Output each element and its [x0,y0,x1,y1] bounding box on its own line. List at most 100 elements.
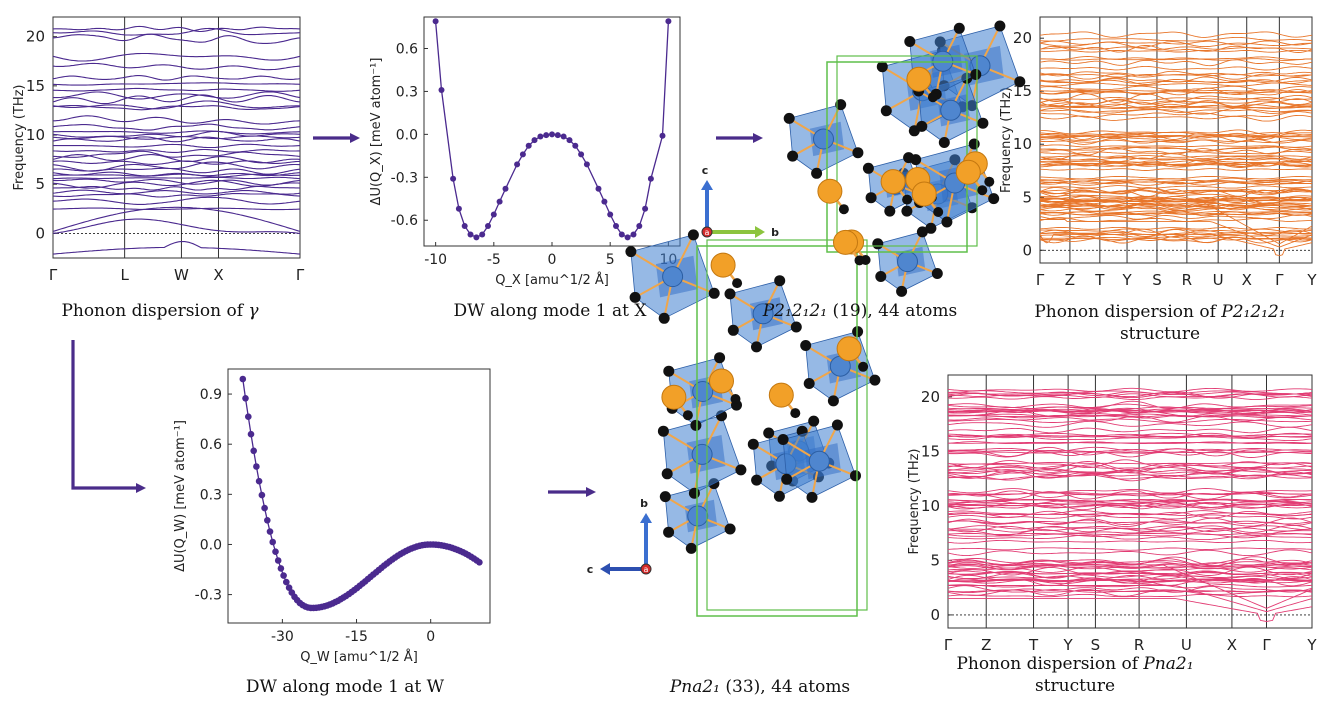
structure-pna21-anion-atom [747,438,759,450]
lattice-axes-1-a-label: a [705,228,710,237]
phonon_pna21-band [948,539,1312,544]
phonon_gamma-ylabel: Frequency (THz) [12,85,27,191]
phonon_p212121-band [1040,204,1312,212]
dw_x-point [450,175,457,182]
phonon_pna21-band [948,418,1312,424]
dw_w-point [264,517,271,524]
phonon_p212121-band [1040,179,1312,185]
phonon_pna21-band [948,588,1312,597]
phonon_pna21-band [948,408,1312,414]
phonon_pna21-band [948,451,1312,458]
structure-p212121-anion-atom [925,222,937,234]
phonon_pna21-band [948,420,1312,428]
dw_w-curve [242,378,480,609]
structure-pna21-anion-atom [724,523,736,535]
phonon_pna21-band [948,574,1312,584]
phonon_gamma-band [53,173,300,178]
phonon_p212121-band [1040,159,1312,167]
phonon_gamma-bands [53,25,300,255]
phonon_pna21-path-label: Y [1306,636,1317,654]
dw_w-chart: -30 -15 0 -0.3 0.0 0.3 0.6 0.9 Q_W [amu^1/2 Å] ΔU… [173,368,491,665]
phonon_pna21-path-label: Z [981,636,991,654]
phonon_pna21-band [948,473,1312,482]
dw_x-xlabel: Q_X [amu^1/2 Å] [495,272,609,288]
dw_w-point [266,528,274,535]
caption-phonon-pna21: Phonon dispersion of Pna2₁ structure [956,654,1194,696]
structure-p212121-anion-atom [811,167,823,179]
phonon_pna21-band [948,448,1312,453]
phonon_gamma-band [53,160,300,165]
phonon_p212121-ytick-label: 10 [1013,135,1032,153]
phonon_p212121-band [1040,58,1312,61]
phonon_p212121-band [1040,31,1312,38]
phonon_gamma-band [53,75,300,81]
structure-pna21-anion-atom [663,365,675,377]
phonon_pna21-band [948,459,1312,469]
phonon_pna21-band [948,585,1312,613]
dw_x-point [554,132,561,139]
phonon_pna21-band [948,406,1312,411]
phonon_p212121-band [1040,201,1312,208]
structure-p212121-anion-atom [903,152,915,164]
dw_x-point [438,87,445,93]
phonon_pna21-band [948,471,1312,478]
structure-p212121-cation-atom [940,99,962,121]
phonon_pna21-band [948,498,1312,502]
phonon_pna21-band [948,488,1312,494]
phonon_p212121-band [1040,214,1312,220]
phonon_pna21-band [948,461,1312,470]
structure-pna21-anion-atom [790,321,802,333]
dw_w-xtick-label: 0 [426,629,435,645]
dw_w-point [476,559,483,566]
structure-pna21-anion-atom [790,408,801,419]
dw_w-point [255,477,263,485]
phonon_pna21-band [948,525,1312,530]
dw_w-xtick-label: -15 [345,629,368,645]
phonon_p212121-bands [1040,31,1312,256]
structure-pna21-anion-atom [659,491,671,503]
phonon_p212121-band [1040,159,1312,164]
phonon_p212121-band [1040,49,1312,53]
phonon_pna21-band [948,549,1312,557]
dw_x-point [461,223,468,229]
dw_w-point [250,447,257,455]
phonon_gamma-path-label: Γ [296,266,305,284]
phonon_p212121-band [1040,185,1312,189]
structure-pna21-cation-atom [691,443,713,465]
phonon_pna21-band [948,446,1312,453]
phonon_pna21-band [948,391,1312,398]
dw_x-point [543,132,550,139]
dw_w-point [280,572,287,579]
structure-p212121-metal-atom [911,181,937,207]
phonon_gamma-band [53,91,300,100]
caption-phonon-p212121: Phonon dispersion of P2₁2₁2₁ structure [1034,302,1286,344]
lattice-axes-2: a b c [587,497,652,576]
phonon_p212121-band [1040,193,1312,200]
dw_x-point [496,198,503,205]
phonon_p212121-band [1040,103,1312,109]
dw_x-point [607,211,614,218]
dw_w-ytick-label: 0.9 [200,387,222,403]
dw_w-frame [227,368,491,624]
structure-pna21-anion-atom [773,490,785,502]
phonon_p212121-band [1040,236,1312,240]
structure-pna21-anion-atom [850,470,861,482]
dw_x-point [479,231,486,238]
dw_x-point [502,185,509,192]
arrows-layer [71,133,763,497]
phonon_gamma-ytick-label: 15 [26,77,45,95]
structure-pna21-anion-atom [708,287,720,299]
structure-pna21-anion-atom [657,425,669,437]
phonon_gamma-band [53,189,300,195]
dw_w-point [274,557,282,564]
phonon_p212121-band [1040,203,1312,208]
structure-pna21-anion-atom [808,415,820,427]
phonon_gamma-band [53,193,300,198]
phonon_pna21-path-label: Γ [944,636,953,654]
phonon_p212121-path-label: Γ [1036,271,1045,289]
phonon_gamma-band [53,130,300,135]
dw_w-point [261,504,268,512]
